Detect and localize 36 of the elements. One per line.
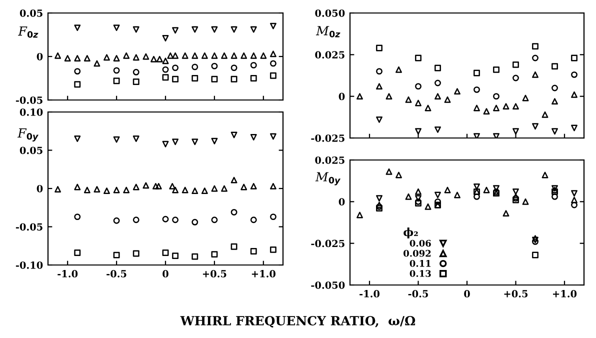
y-tick-label: 0.050 [315, 9, 345, 17]
y-tick-label: 0.05 [20, 9, 42, 17]
legend-title: ϕ₂ [404, 228, 418, 238]
legend-label: 0.13 [410, 270, 431, 277]
legend-label: 0.11 [410, 260, 430, 267]
x-tick-label: +1.0 [553, 290, 577, 298]
y-tick-label: 0.025 [315, 51, 344, 58]
y-tick-label: 0 [338, 198, 345, 206]
x-tick-label: +1.0 [252, 270, 276, 278]
y-tick-label: 0 [36, 52, 43, 60]
y-axis-title: F$_{0y}$ [17, 128, 38, 142]
x-tick-label: -0.5 [106, 270, 126, 278]
y-tick-label: -0.025 [311, 134, 344, 142]
x-tick-label: -0.5 [408, 290, 428, 298]
y-tick-label: -0.050 [311, 281, 345, 289]
x-axis-title: WHIRL FREQUENCY RATIO, ω/Ω [180, 316, 416, 328]
x-tick-label: -1.0 [58, 270, 78, 278]
y-tick-label: 0.10 [20, 108, 43, 116]
y-axis-title: M$_{0y}$ [315, 172, 341, 186]
y-tick-label: 0.025 [315, 156, 344, 164]
x-tick-label: -1.0 [360, 290, 380, 298]
legend-label: 0.06 [410, 240, 431, 247]
x-tick-label: +0.5 [504, 290, 528, 298]
y-tick-label: 0 [338, 92, 345, 100]
y-tick-label: -0.10 [16, 261, 43, 269]
x-tick-label: 0 [162, 270, 168, 278]
y-axis-title: M$_{0z}$ [316, 26, 340, 38]
y-tick-label: -0.025 [311, 240, 344, 248]
x-tick-label: +0.5 [202, 270, 226, 278]
y-tick-label: 0 [36, 184, 43, 192]
y-axis-title: F$_{0z}$ [18, 26, 38, 38]
y-tick-label: 0.05 [20, 146, 42, 154]
x-tick-label: 0 [464, 290, 470, 298]
y-tick-label: -0.05 [16, 223, 42, 231]
y-tick-label: -0.05 [16, 96, 42, 104]
legend-label: 0.092 [404, 250, 431, 257]
